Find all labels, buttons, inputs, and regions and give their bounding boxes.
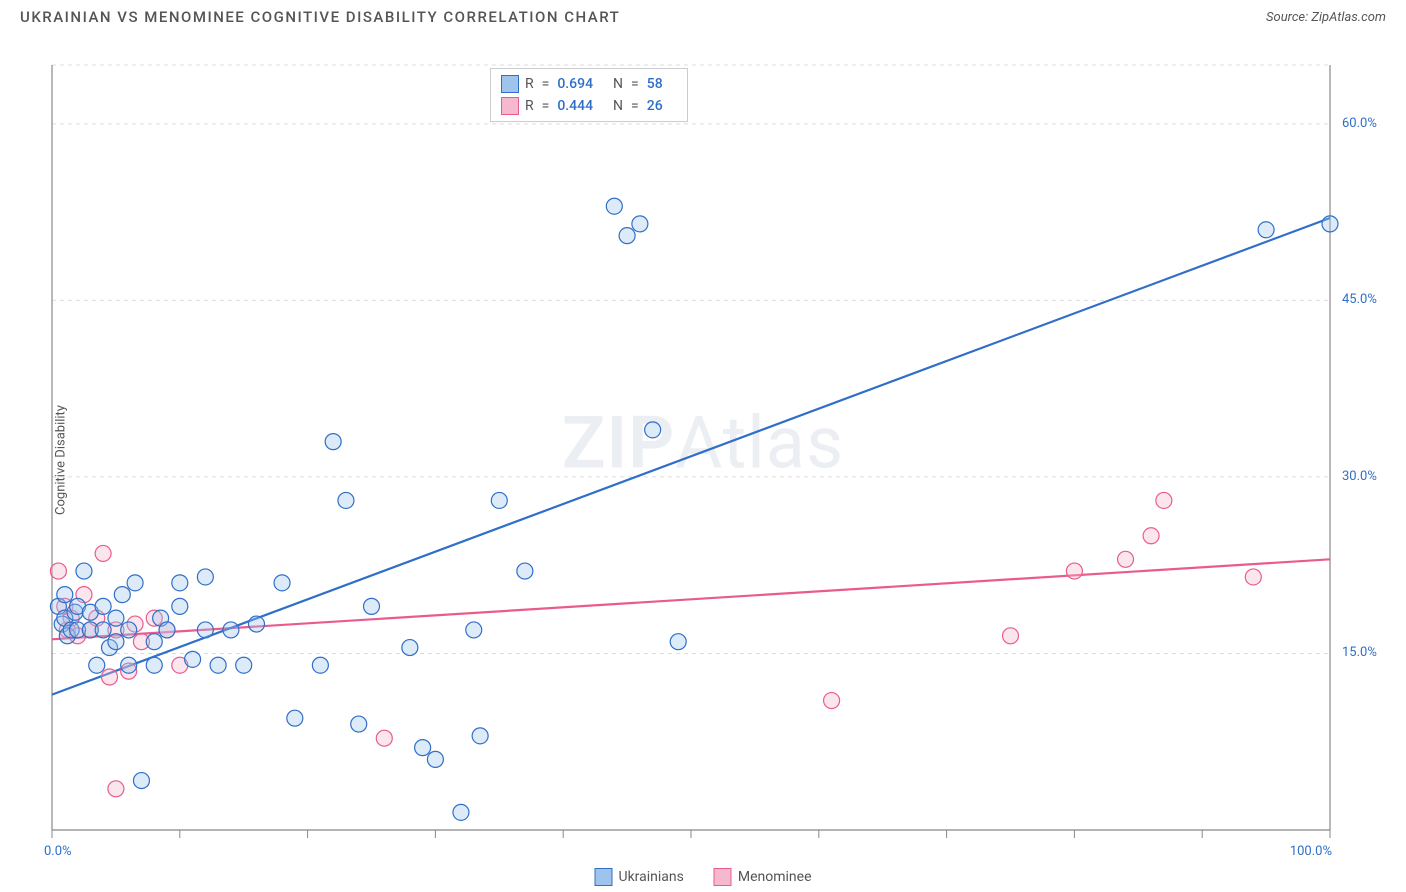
legend-label-ukrainians: Ukrainians	[619, 869, 684, 885]
x-tick-label: 100.0%	[1290, 844, 1332, 859]
chart-header: UKRAINIAN VS MENOMINEE COGNITIVE DISABIL…	[0, 0, 1406, 30]
y-tick-label: 60.0%	[1342, 116, 1377, 131]
y-tick-label: 15.0%	[1342, 645, 1377, 660]
series-legend: Ukrainians Menominee	[595, 868, 812, 886]
chart-title: UKRAINIAN VS MENOMINEE COGNITIVE DISABIL…	[20, 8, 620, 26]
x-tick-label: 0.0%	[44, 844, 72, 859]
legend-swatch-ukrainians-2	[595, 868, 613, 886]
legend-swatch-menominee-2	[714, 868, 732, 886]
chart-container: Cognitive Disability ZIPAtlas R = 0.694 …	[0, 30, 1406, 890]
source-attribution: Source: ZipAtlas.com	[1266, 10, 1386, 25]
legend-swatch-menominee	[501, 97, 519, 115]
legend-n-value-ukrainians: 58	[647, 76, 663, 92]
legend-swatch-ukrainians	[501, 75, 519, 93]
legend-item-ukrainians: Ukrainians	[595, 868, 684, 886]
legend-r-value-ukrainians: 0.694	[557, 76, 593, 92]
correlation-legend: R = 0.694 N = 58 R = 0.444 N = 26	[490, 68, 688, 122]
legend-r-label: R	[525, 76, 534, 92]
legend-n-label: N	[613, 76, 623, 92]
legend-label-menominee: Menominee	[738, 869, 812, 885]
legend-item-menominee: Menominee	[714, 868, 812, 886]
y-tick-label: 30.0%	[1342, 469, 1377, 484]
legend-n-value-menominee: 26	[647, 98, 663, 114]
legend-r-value-menominee: 0.444	[557, 98, 593, 114]
legend-row-menominee: R = 0.444 N = 26	[501, 95, 677, 117]
scatter-chart	[0, 30, 1406, 890]
legend-row-ukrainians: R = 0.694 N = 58	[501, 73, 677, 95]
y-tick-label: 45.0%	[1342, 292, 1377, 307]
